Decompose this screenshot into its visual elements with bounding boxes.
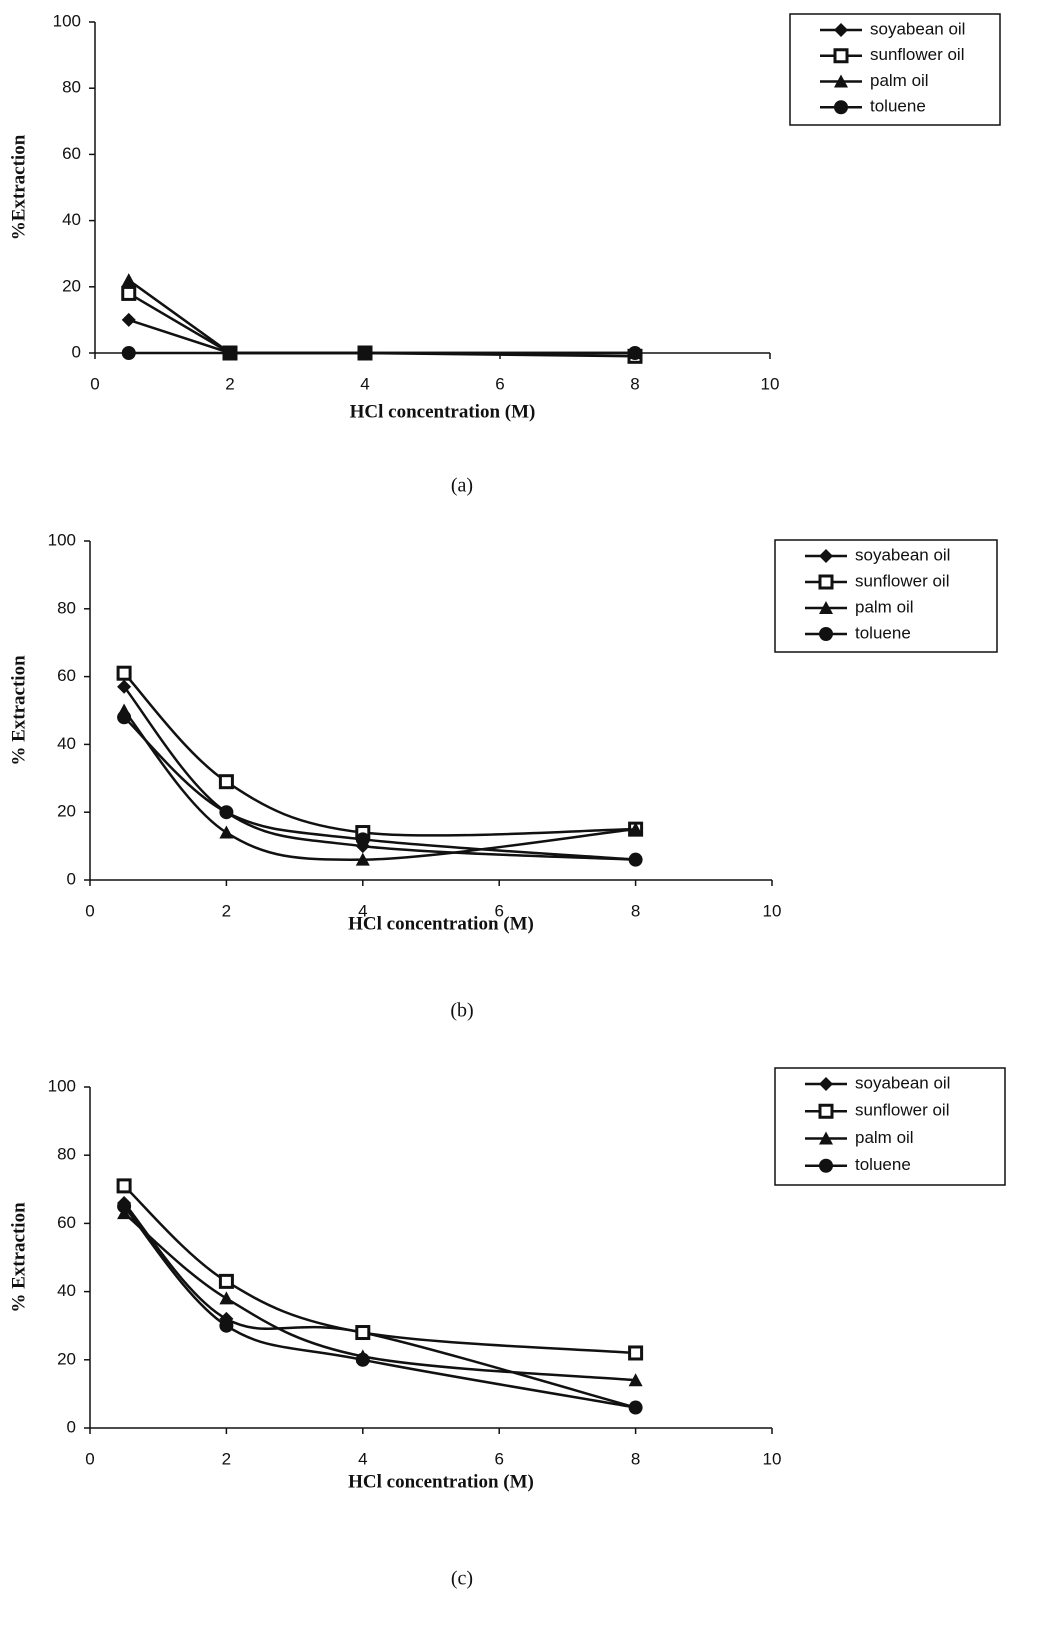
- y-tick-label: 20: [57, 1349, 76, 1368]
- marker: [357, 1327, 369, 1339]
- x-axis-title: HCl concentration (M): [350, 401, 536, 422]
- legend-marker: [820, 1105, 832, 1117]
- y-tick-label: 0: [72, 342, 81, 361]
- legend-label: sunflower oil: [870, 45, 965, 64]
- x-tick-label: 4: [360, 374, 369, 393]
- x-tick-label: 10: [763, 1449, 782, 1468]
- x-tick-label: 0: [85, 901, 94, 920]
- marker: [223, 346, 237, 360]
- marker: [123, 287, 135, 299]
- y-tick-label: 40: [57, 1281, 76, 1300]
- series-line: [129, 280, 635, 353]
- y-axis-title: %Extraction: [8, 134, 29, 240]
- marker: [220, 1275, 232, 1287]
- y-tick-label: 0: [67, 1417, 76, 1436]
- marker: [219, 805, 233, 819]
- marker: [358, 346, 372, 360]
- x-tick-label: 4: [358, 1449, 367, 1468]
- marker: [118, 667, 130, 679]
- figure: 0204060801000246810HCl concentration (M)…: [0, 0, 1050, 1628]
- legend-marker: [819, 1159, 833, 1173]
- y-tick-label: 60: [57, 1213, 76, 1232]
- marker: [219, 1291, 233, 1304]
- legend-label: toluene: [855, 1155, 911, 1174]
- marker: [356, 1353, 370, 1367]
- x-tick-label: 8: [631, 901, 640, 920]
- legend-label: toluene: [855, 623, 911, 642]
- y-tick-label: 80: [57, 1145, 76, 1164]
- legend-label: sunflower oil: [855, 571, 950, 590]
- series-line: [124, 1213, 635, 1380]
- marker: [122, 313, 136, 327]
- y-axis-title: % Extraction: [8, 1202, 29, 1313]
- marker: [118, 1180, 130, 1192]
- x-tick-label: 2: [222, 901, 231, 920]
- y-tick-label: 100: [48, 1076, 76, 1095]
- x-tick-label: 6: [494, 1449, 503, 1468]
- marker: [628, 346, 642, 360]
- y-tick-label: 40: [62, 210, 81, 229]
- caption: (a): [451, 475, 473, 497]
- y-tick-label: 40: [57, 734, 76, 753]
- series-line: [124, 1206, 635, 1407]
- marker: [122, 346, 136, 360]
- x-tick-label: 8: [631, 1449, 640, 1468]
- series-line: [129, 320, 635, 353]
- legend-label: soyabean oil: [855, 545, 950, 564]
- y-tick-label: 80: [57, 598, 76, 617]
- caption: (b): [450, 1000, 473, 1022]
- marker: [629, 853, 643, 867]
- series-line: [124, 711, 635, 860]
- legend-label: palm oil: [855, 1128, 914, 1147]
- x-tick-label: 2: [225, 374, 234, 393]
- y-axis-title: % Extraction: [8, 655, 29, 766]
- legend-marker: [834, 100, 848, 114]
- x-tick-label: 6: [495, 374, 504, 393]
- legend-marker: [835, 50, 847, 62]
- x-tick-label: 0: [90, 374, 99, 393]
- legend-label: palm oil: [855, 597, 914, 616]
- legend-marker: [819, 627, 833, 641]
- legend-marker: [820, 576, 832, 588]
- x-tick-label: 10: [763, 901, 782, 920]
- legend-label: sunflower oil: [855, 1101, 950, 1120]
- y-tick-label: 80: [62, 78, 81, 97]
- marker: [629, 1401, 643, 1415]
- y-tick-label: 20: [57, 802, 76, 821]
- legend-label: soyabean oil: [870, 19, 965, 38]
- marker: [219, 1319, 233, 1333]
- series-line: [129, 293, 635, 356]
- y-tick-label: 20: [62, 276, 81, 295]
- legend-label: toluene: [870, 97, 926, 116]
- y-tick-label: 0: [67, 869, 76, 888]
- x-tick-label: 0: [85, 1449, 94, 1468]
- x-tick-label: 8: [630, 374, 639, 393]
- y-tick-label: 60: [57, 666, 76, 685]
- y-tick-label: 60: [62, 144, 81, 163]
- legend-label: palm oil: [870, 71, 929, 90]
- y-tick-label: 100: [53, 11, 81, 30]
- caption: (c): [451, 1568, 473, 1590]
- legend-label: soyabean oil: [855, 1073, 950, 1092]
- marker: [117, 710, 131, 724]
- marker: [356, 832, 370, 846]
- marker: [630, 1347, 642, 1359]
- marker: [220, 776, 232, 788]
- x-tick-label: 2: [222, 1449, 231, 1468]
- y-tick-label: 100: [48, 530, 76, 549]
- x-tick-label: 10: [761, 374, 780, 393]
- x-axis-title: HCl concentration (M): [348, 913, 534, 934]
- marker: [219, 826, 233, 839]
- marker: [117, 1199, 131, 1213]
- series-line: [124, 1186, 635, 1353]
- x-axis-title: HCl concentration (M): [348, 1471, 534, 1492]
- marker: [122, 273, 136, 286]
